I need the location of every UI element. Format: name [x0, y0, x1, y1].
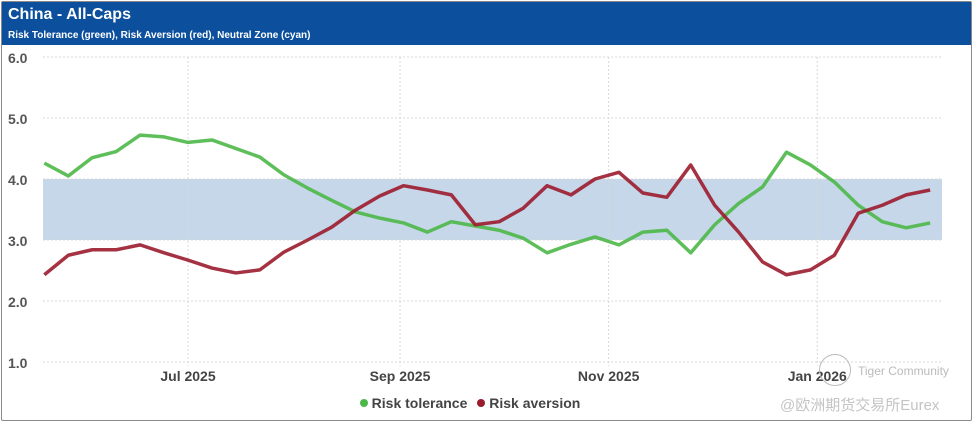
- y-tick-label: 1.0: [8, 355, 28, 371]
- legend-marker-red: [477, 399, 486, 407]
- series-line-risk-aversion: [43, 163, 931, 277]
- chart-title: China - All-Caps: [8, 6, 131, 23]
- series-line-risk-tolerance: [43, 133, 931, 255]
- watermark-text: Tiger Community: [858, 364, 949, 378]
- y-tick-label: 6.0: [8, 50, 28, 66]
- watermark-source: @欧洲期货交易所Eurex: [780, 397, 940, 414]
- y-tick-label: 3.0: [8, 233, 28, 249]
- y-tick-label: 4.0: [8, 172, 28, 188]
- chart-subtitle: Risk Tolerance (green), Risk Aversion (r…: [8, 30, 311, 41]
- y-tick-label: 2.0: [8, 294, 28, 310]
- x-tick-label: Jul 2025: [160, 368, 215, 384]
- legend-item-risk-aversion[interactable]: Risk aversion: [477, 395, 580, 411]
- x-tick-label: Sep 2025: [370, 368, 431, 384]
- x-tick-label: Nov 2025: [578, 368, 640, 384]
- legend-label: Risk tolerance: [371, 395, 468, 411]
- y-tick-label: 5.0: [8, 111, 28, 127]
- legend-label: Risk aversion: [489, 395, 581, 411]
- chart-header: China - All-Caps Risk Tolerance (green),…: [2, 2, 971, 45]
- tiger-logo-watermark-icon: [819, 354, 851, 386]
- chart-legend: Risk tolerance Risk aversion: [0, 395, 940, 411]
- legend-item-risk-tolerance[interactable]: Risk tolerance: [359, 395, 468, 411]
- legend-marker-green: [359, 399, 368, 407]
- neutral-zone-band: [43, 179, 942, 240]
